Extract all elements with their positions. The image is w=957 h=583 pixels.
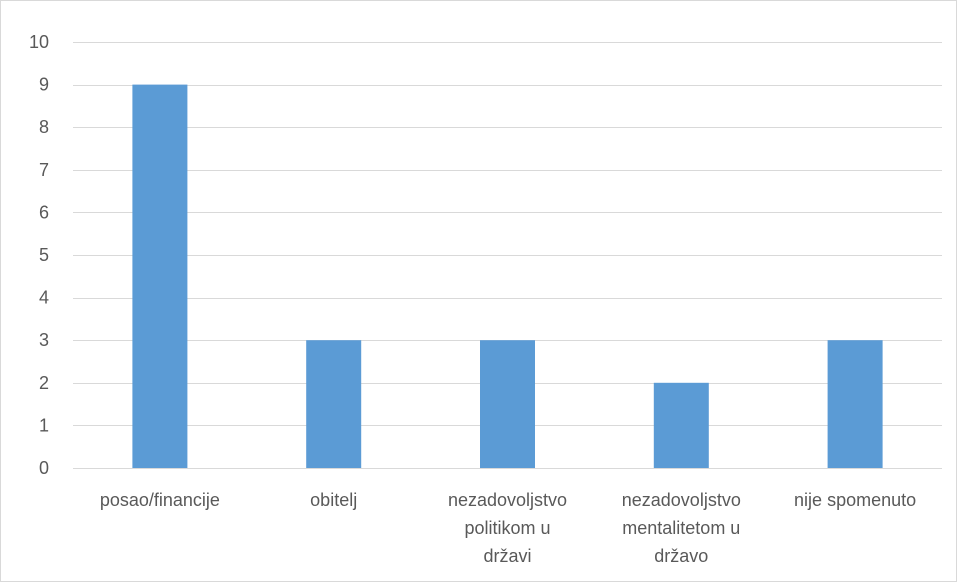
y-tick-label: 6 (39, 202, 49, 222)
x-category-label-line: nezadovoljstvo (448, 490, 567, 510)
x-category-label: nezadovoljstvo mentalitetom u državo (622, 490, 741, 566)
y-tick-label: 10 (29, 32, 49, 52)
y-tick-label: 7 (39, 160, 49, 180)
bar (827, 340, 883, 468)
x-category-label-line: nije spomenuto (794, 490, 916, 510)
bars (132, 84, 883, 468)
y-axis-tick-labels: 0 1 2 3 4 5 6 7 8 9 10 (29, 32, 49, 478)
x-category-label: nije spomenuto (794, 490, 916, 510)
x-category-label-line: politikom u (464, 518, 550, 538)
y-tick-label: 1 (39, 415, 49, 435)
x-axis-category-labels: posao/financije obitelj nezadovoljstvo poli… (100, 490, 916, 566)
x-category-label-line: mentalitetom u (622, 518, 740, 538)
x-category-label-line: obitelj (310, 490, 357, 510)
x-category-label-line: državi (483, 546, 531, 566)
bar (480, 340, 535, 468)
y-tick-label: 0 (39, 458, 49, 478)
gridlines (73, 42, 942, 469)
y-tick-label: 4 (39, 288, 49, 308)
x-category-label: obitelj (310, 490, 357, 510)
x-category-label-line: nezadovoljstvo (622, 490, 741, 510)
y-tick-label: 3 (39, 330, 49, 350)
bar (132, 84, 188, 468)
y-tick-label: 8 (39, 117, 49, 137)
y-tick-label: 9 (39, 75, 49, 95)
bar (306, 340, 362, 468)
y-tick-label: 2 (39, 373, 49, 393)
y-tick-label: 5 (39, 245, 49, 265)
bar (653, 382, 709, 468)
x-category-label: nezadovoljstvo politikom u državi (448, 490, 567, 566)
x-category-label-line: državo (654, 546, 708, 566)
x-category-label-line: posao/financije (100, 490, 220, 510)
x-category-label: posao/financije (100, 490, 220, 510)
